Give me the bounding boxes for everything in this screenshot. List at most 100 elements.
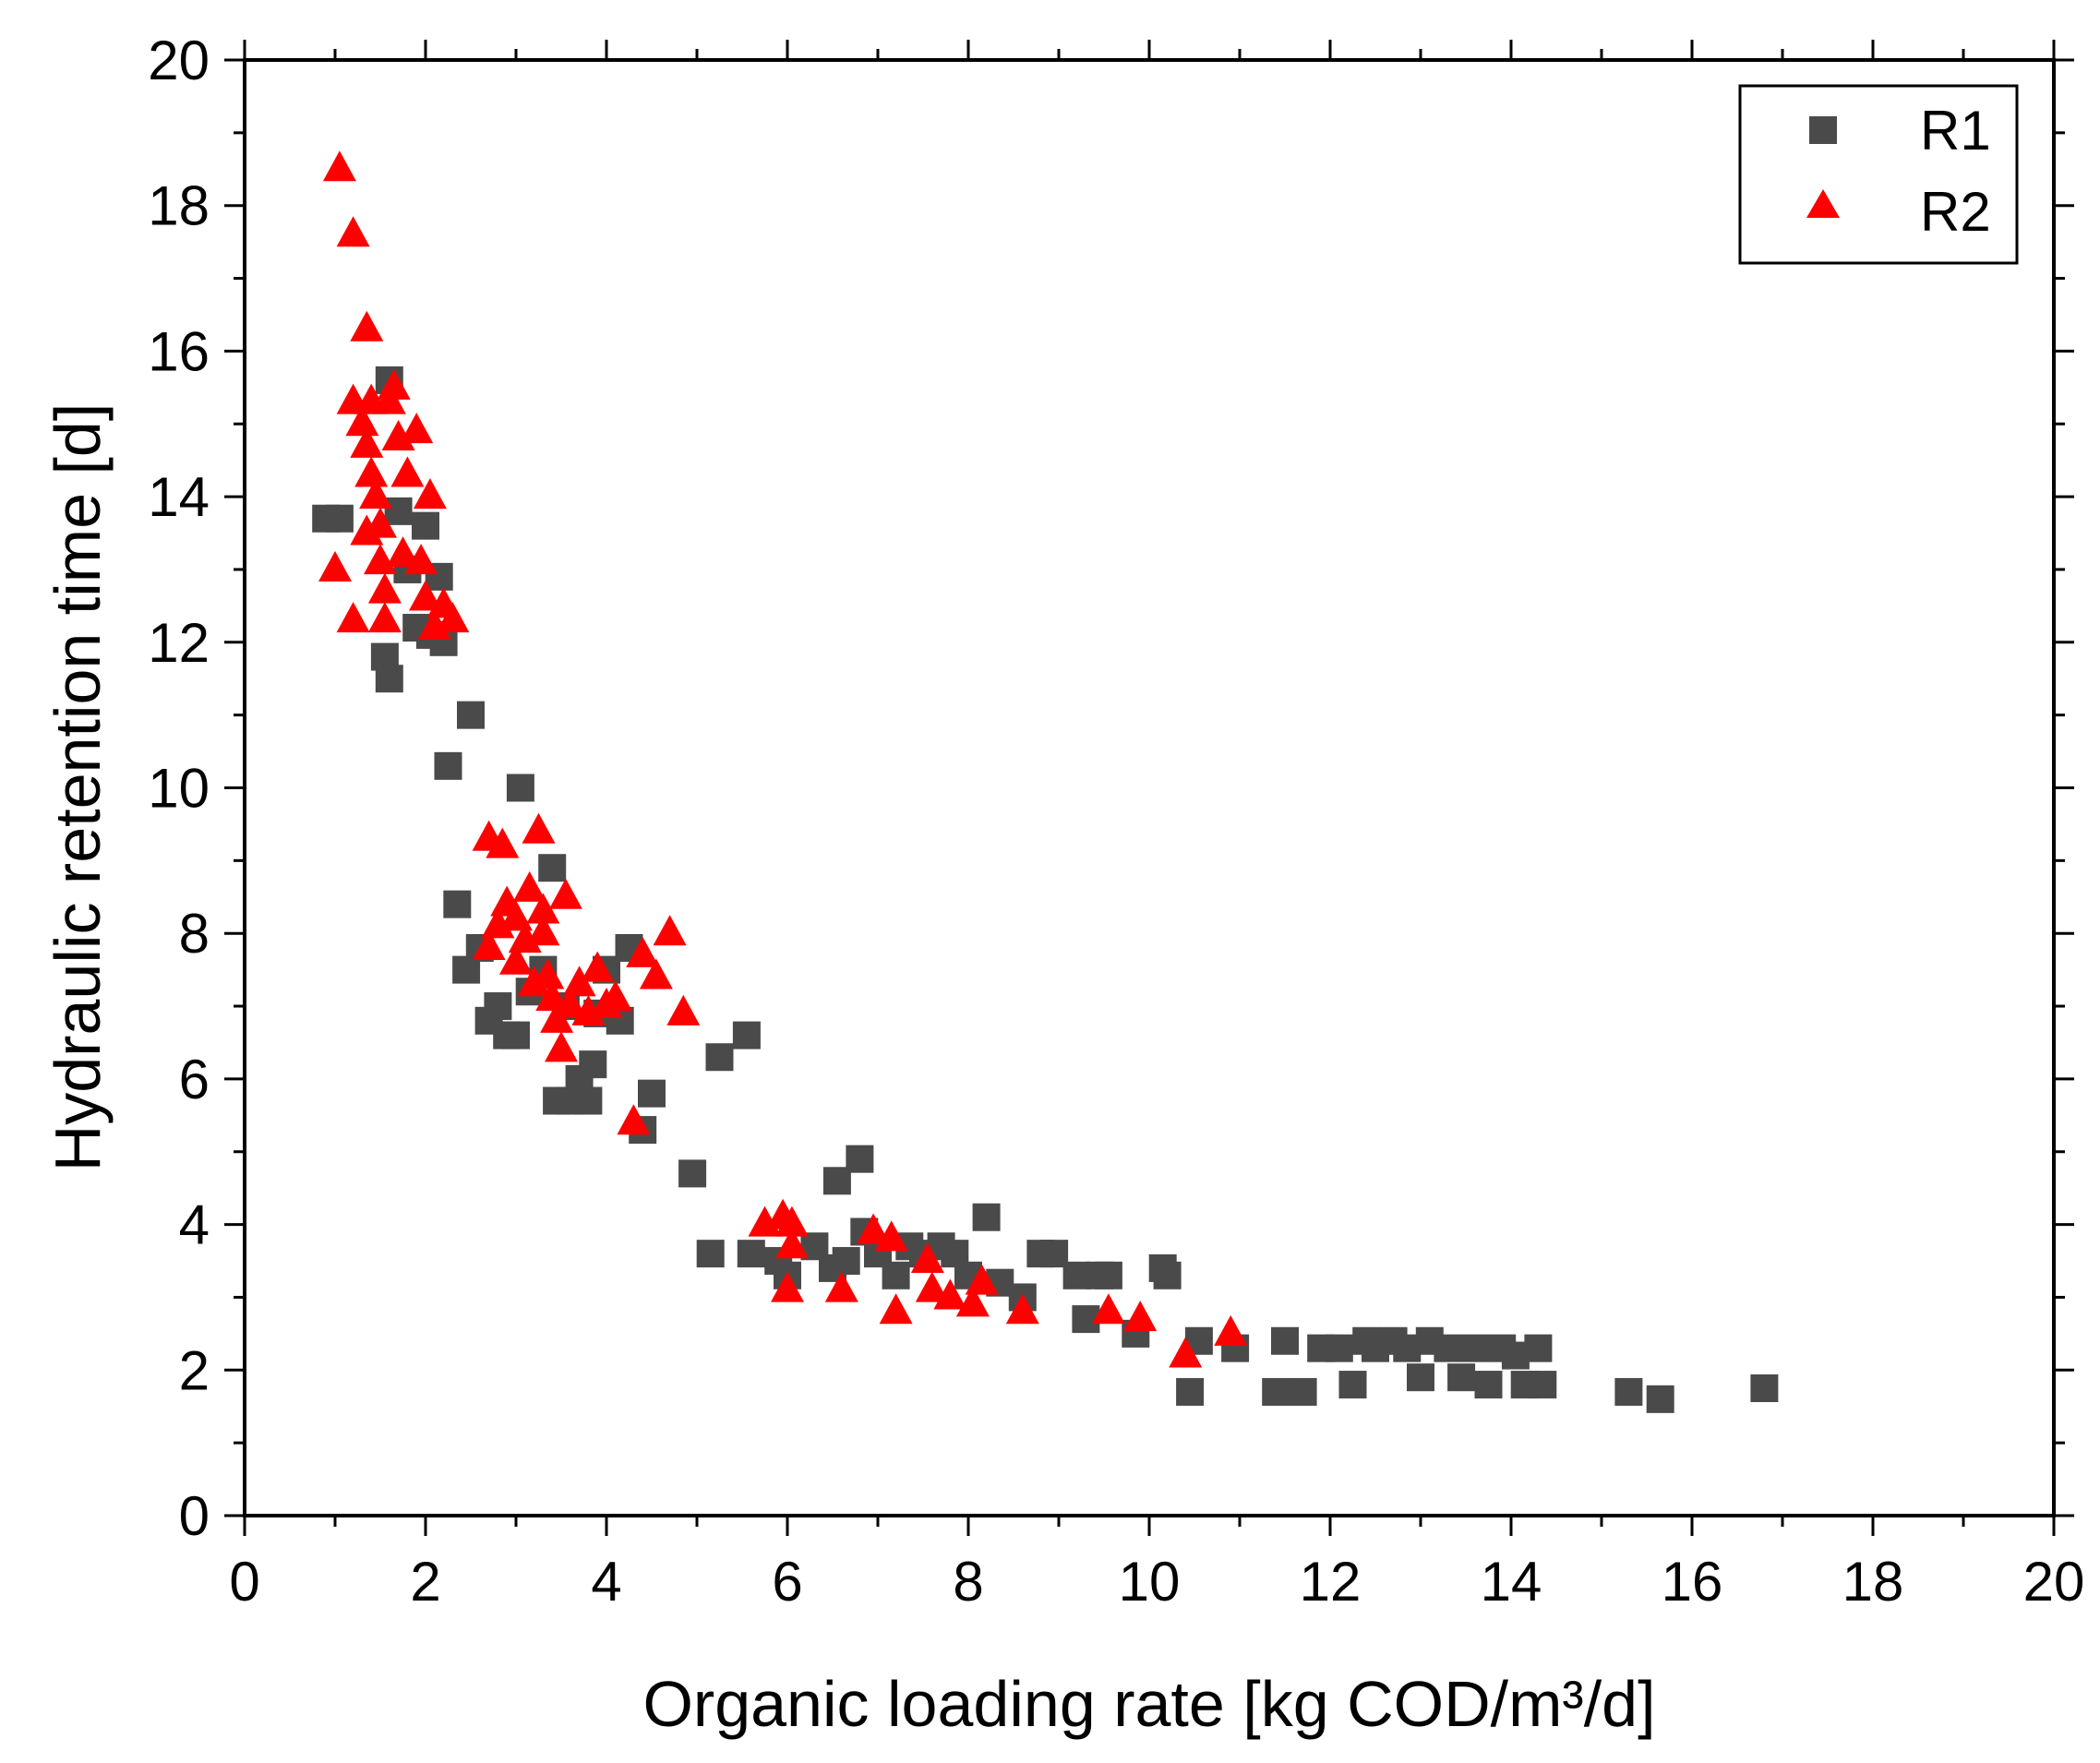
ticks-layer: 0 2 4 6 8 10 12 14 16 18 20 0 2 4 6 8 10 12 14 16 18 20 <box>148 30 2084 1613</box>
y-tick-label: 12 <box>148 612 210 674</box>
data-point-r2 <box>336 216 370 247</box>
data-point-r1 <box>1529 1371 1557 1399</box>
y-tick-label: 14 <box>148 466 210 528</box>
data-point-r1 <box>832 1247 860 1276</box>
data-point-r2 <box>1123 1301 1158 1332</box>
data-point-r1 <box>1434 1334 1462 1362</box>
data-point-r2 <box>562 965 596 997</box>
data-point-r2 <box>350 310 384 342</box>
data-point-r2 <box>377 368 411 400</box>
data-point-r2 <box>857 1213 891 1244</box>
y-tick-label: 8 <box>179 903 210 965</box>
data-point-r2 <box>955 1286 990 1317</box>
data-point-r2 <box>409 580 442 611</box>
data-point-r2 <box>413 478 447 510</box>
x-tick-label: 8 <box>953 1551 983 1613</box>
data-point-r2 <box>1091 1293 1125 1325</box>
data-point-r2 <box>499 943 533 975</box>
x-tick-label: 6 <box>772 1551 802 1613</box>
data-point-r1 <box>506 774 534 802</box>
data-point-r2 <box>367 602 402 633</box>
data-point-r1 <box>443 890 472 918</box>
data-point-r2 <box>639 958 673 989</box>
x-tick-label: 2 <box>410 1551 440 1613</box>
data-point-r2 <box>553 988 587 1019</box>
y-tick-label: 10 <box>148 758 210 820</box>
data-point-r1 <box>1325 1334 1353 1362</box>
legend: R1 R2 <box>1738 84 2019 265</box>
x-tick-label: 18 <box>1842 1551 1904 1613</box>
data-point-r1 <box>678 1159 707 1188</box>
data-point-r2 <box>350 426 384 458</box>
data-point-r2 <box>874 1220 908 1252</box>
data-point-r2 <box>598 980 632 1012</box>
x-tick-label: 16 <box>1662 1551 1723 1613</box>
x-tick-label: 4 <box>591 1551 621 1613</box>
legend-label-r2: R2 <box>1920 181 1991 243</box>
data-point-r2 <box>581 951 615 982</box>
data-point-r1 <box>1460 1334 1489 1362</box>
data-point-r2 <box>535 980 570 1012</box>
x-tick-label: 20 <box>2023 1551 2085 1613</box>
data-point-r1 <box>1614 1377 1643 1406</box>
data-point-r2 <box>531 958 565 989</box>
legend-marker-r1 <box>1809 116 1837 144</box>
data-point-r1 <box>1407 1363 1434 1392</box>
data-point-r2 <box>824 1271 858 1302</box>
x-tick-label: 10 <box>1119 1551 1181 1613</box>
data-point-r1 <box>1646 1385 1674 1413</box>
series-r2-points <box>318 150 1248 1368</box>
data-point-r2 <box>1005 1293 1039 1325</box>
data-point-r2 <box>499 900 533 931</box>
data-point-r2 <box>522 812 556 844</box>
data-point-r2 <box>774 1228 809 1259</box>
data-point-r2 <box>653 915 687 946</box>
data-point-r1 <box>732 1021 761 1049</box>
data-point-r2 <box>318 550 352 582</box>
data-point-r2 <box>774 1205 809 1237</box>
data-point-r2 <box>404 544 438 575</box>
data-point-r1 <box>325 504 354 533</box>
data-point-r1 <box>502 1021 530 1049</box>
data-point-r1 <box>972 1203 1001 1231</box>
y-tick-label: 6 <box>179 1049 210 1110</box>
data-point-r1 <box>1262 1377 1290 1406</box>
data-point-r1 <box>457 701 485 729</box>
data-point-r1 <box>1094 1261 1122 1289</box>
data-point-r2 <box>400 413 434 444</box>
data-point-r1 <box>574 1086 603 1115</box>
data-point-r1 <box>412 511 439 540</box>
y-tick-label: 4 <box>179 1194 210 1256</box>
data-point-r1 <box>1271 1326 1299 1355</box>
x-tick-label: 0 <box>229 1551 259 1613</box>
data-point-r2 <box>354 456 389 487</box>
data-point-r2 <box>526 893 560 924</box>
data-point-r2 <box>486 827 520 858</box>
x-axis-title: Organic loading rate [kg COD/m³/d] <box>642 1668 1655 1740</box>
data-point-r2 <box>879 1293 913 1325</box>
y-tick-label: 2 <box>179 1339 210 1401</box>
data-point-r1 <box>1289 1377 1317 1406</box>
data-point-r1 <box>705 1043 734 1072</box>
data-point-r2 <box>367 572 402 604</box>
y-tick-label: 16 <box>148 320 210 382</box>
data-point-r1 <box>882 1261 910 1289</box>
data-point-r2 <box>345 405 379 437</box>
data-point-r2 <box>350 514 384 546</box>
data-point-r2 <box>1214 1314 1248 1346</box>
x-tick-label: 14 <box>1481 1551 1542 1613</box>
data-point-r2 <box>1169 1337 1203 1368</box>
legend-label-r1: R1 <box>1920 100 1991 162</box>
data-point-r2 <box>965 1264 999 1295</box>
data-point-r1 <box>434 751 462 780</box>
data-point-r1 <box>737 1240 765 1268</box>
data-point-r2 <box>336 602 370 633</box>
data-point-r2 <box>771 1271 804 1302</box>
data-point-r1 <box>1447 1363 1476 1392</box>
data-point-r2 <box>548 878 582 909</box>
x-tick-label: 12 <box>1300 1551 1362 1613</box>
data-point-r2 <box>933 1278 967 1310</box>
data-point-r1 <box>1338 1371 1367 1399</box>
